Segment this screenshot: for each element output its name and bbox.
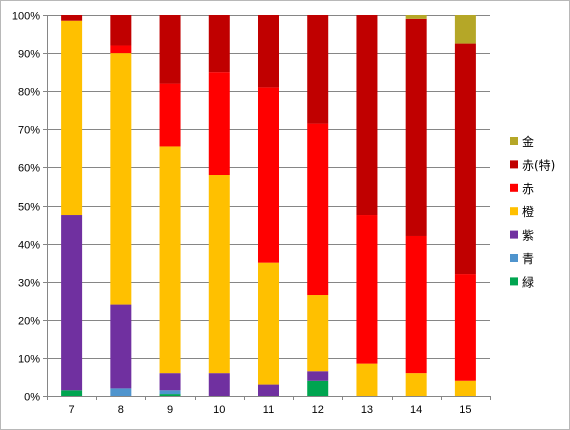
x-tick-label: 14 xyxy=(410,404,422,416)
bar-segment xyxy=(307,295,329,372)
bar-segment xyxy=(159,373,181,391)
x-tick-label: 8 xyxy=(118,404,124,416)
legend-swatch xyxy=(510,277,518,286)
bar-segment xyxy=(159,390,181,395)
y-tick-label: 60% xyxy=(18,163,40,175)
bar-segment xyxy=(208,72,230,176)
y-tick-label: 50% xyxy=(18,202,40,214)
x-tick-label: 15 xyxy=(459,404,471,416)
bar-segment xyxy=(356,363,378,396)
bar-segment xyxy=(61,20,83,216)
x-tick-label: 12 xyxy=(312,404,324,416)
x-tick-label: 10 xyxy=(213,404,225,416)
bar-segment xyxy=(405,373,427,396)
x-tick-label: 7 xyxy=(69,404,75,416)
legend-swatch xyxy=(510,207,518,216)
axes: 0% 10% 20% 30% 40% 50% 60% 70% 80% 90% 100% 7 8 9 10 11… xyxy=(12,11,491,416)
bar-segment xyxy=(208,15,230,73)
bar-segment xyxy=(454,15,476,44)
bar-segment xyxy=(61,15,83,21)
bar-segment xyxy=(110,388,132,396)
legend-label: 青 xyxy=(522,252,534,266)
bar-segment xyxy=(110,53,132,305)
bar-segment xyxy=(61,215,83,391)
y-tick-label: 0% xyxy=(24,392,40,404)
bar-segment xyxy=(258,384,279,396)
x-tick-label: 11 xyxy=(263,404,274,416)
bar-segment xyxy=(454,380,476,396)
legend-swatch xyxy=(510,160,518,169)
bar-segment xyxy=(258,15,279,88)
bar-segment xyxy=(405,15,427,19)
bar-segment xyxy=(307,15,329,124)
bar-segment xyxy=(454,274,476,381)
bar-segment xyxy=(454,43,476,275)
y-tick-label: 80% xyxy=(18,87,40,99)
y-tick-label: 40% xyxy=(18,240,40,252)
bar-segment xyxy=(258,262,279,385)
bar-segment xyxy=(405,18,427,236)
legend-swatch xyxy=(510,183,518,192)
bar-segment xyxy=(159,394,181,396)
bar-segment xyxy=(110,15,132,46)
y-tick-label: 30% xyxy=(18,278,40,290)
bar-segment xyxy=(208,373,230,396)
x-tick-label: 9 xyxy=(167,404,173,416)
legend-label: 金 xyxy=(522,134,534,149)
y-tick-label: 10% xyxy=(18,354,40,366)
legend-swatch xyxy=(510,137,518,145)
y-tick-label: 70% xyxy=(18,125,40,137)
legend-swatch xyxy=(510,254,518,262)
legend-label: 紫 xyxy=(522,229,534,243)
legend-label: 赤 xyxy=(522,182,534,196)
bar-segment xyxy=(307,380,329,396)
bars xyxy=(61,15,476,396)
x-tick-label: 13 xyxy=(361,404,373,416)
legend-label: 赤(特) xyxy=(522,157,555,172)
bar-segment xyxy=(159,146,181,374)
bar-segment xyxy=(61,390,83,396)
bar-segment xyxy=(307,371,329,381)
bar-segment xyxy=(307,123,329,296)
bar-segment xyxy=(356,215,378,364)
bar-segment xyxy=(110,45,132,54)
bar-segment xyxy=(356,15,378,216)
legend-label: 橙 xyxy=(522,204,534,219)
legend-label: 緑 xyxy=(522,274,534,289)
bar-segment xyxy=(110,304,132,389)
legend-swatch xyxy=(510,230,518,239)
bar-segment xyxy=(405,235,427,374)
bar-segment xyxy=(258,87,279,263)
bar-segment xyxy=(159,15,181,84)
y-tick-label: 20% xyxy=(18,316,40,328)
y-tick-label: 90% xyxy=(18,49,40,61)
y-tick-label: 100% xyxy=(12,11,40,23)
bar-segment xyxy=(208,175,230,374)
bar-segment xyxy=(159,83,181,147)
